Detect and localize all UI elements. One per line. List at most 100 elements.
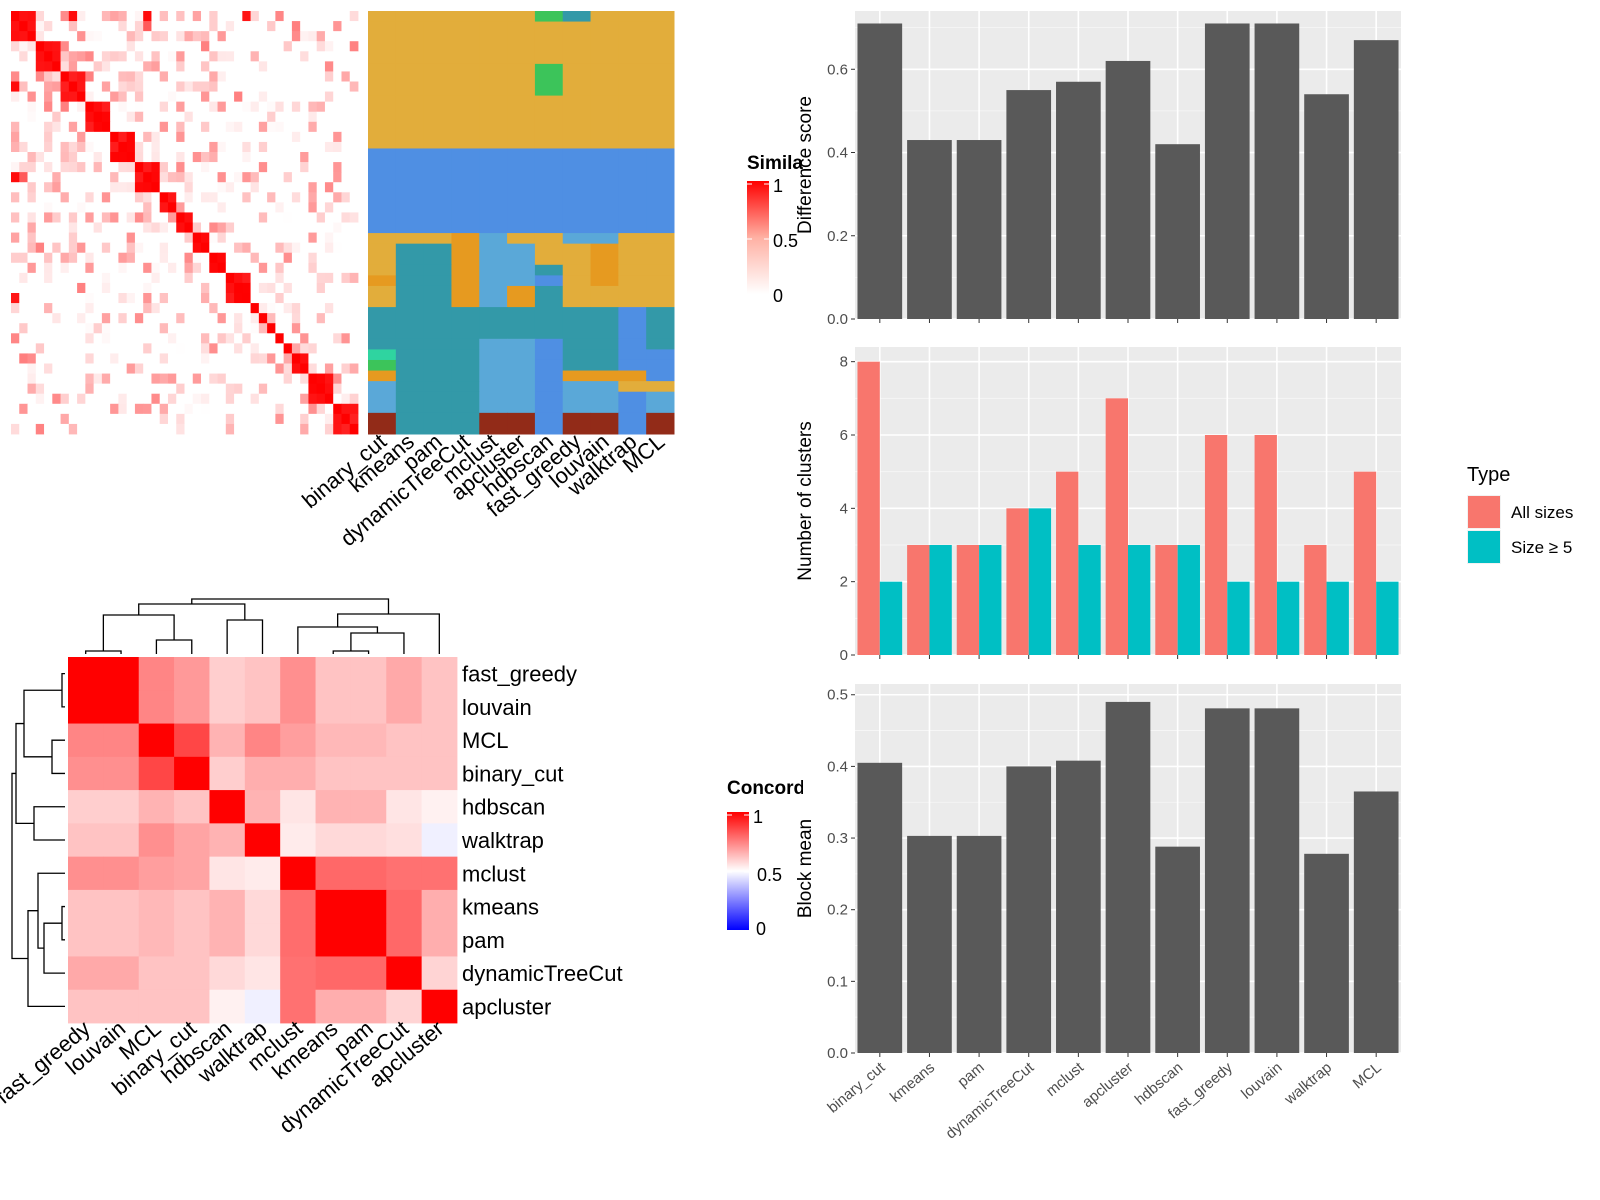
similarity-cell bbox=[19, 31, 28, 42]
similarity-cell bbox=[85, 111, 95, 123]
similarity-cell bbox=[77, 222, 86, 233]
similarity-cell bbox=[275, 41, 285, 52]
similarity-cell bbox=[134, 212, 144, 223]
similarity-cell bbox=[167, 242, 177, 254]
similarity-cell bbox=[258, 11, 268, 22]
similarity-cell bbox=[93, 101, 103, 113]
similarity-cell bbox=[134, 121, 144, 133]
similarity-cell bbox=[44, 343, 53, 354]
y-tick-label: 8 bbox=[840, 354, 848, 371]
similarity-cell bbox=[143, 393, 152, 405]
similarity-cell bbox=[19, 141, 28, 153]
similarity-cell bbox=[201, 51, 210, 62]
similarity-cell bbox=[349, 333, 359, 344]
similarity-cell bbox=[250, 313, 260, 324]
similarity-cell bbox=[27, 202, 37, 213]
concordance-cell bbox=[350, 790, 387, 824]
similarity-cell bbox=[209, 182, 218, 193]
similarity-cell bbox=[110, 222, 119, 233]
cluster-label-cell bbox=[451, 95, 480, 149]
concordance-row-label: MCL bbox=[462, 728, 508, 753]
similarity-cell bbox=[275, 373, 285, 385]
similarity-cell bbox=[77, 343, 86, 354]
similarity-cell bbox=[101, 333, 111, 344]
y-tick-label: 0.4 bbox=[827, 758, 848, 775]
bar bbox=[956, 140, 1002, 319]
similarity-cell bbox=[176, 403, 185, 415]
similarity-cell bbox=[151, 423, 161, 435]
similarity-cell bbox=[176, 343, 185, 354]
similarity-cell bbox=[192, 111, 202, 123]
cluster-label-cell bbox=[451, 21, 480, 65]
similarity-cell bbox=[250, 423, 260, 435]
similarity-cell bbox=[333, 202, 342, 213]
similarity-cell bbox=[68, 383, 78, 395]
cluster-label-cell bbox=[534, 412, 564, 435]
cluster-label-cell bbox=[646, 338, 675, 350]
similarity-cell bbox=[143, 101, 152, 113]
similarity-cell bbox=[85, 212, 95, 223]
cluster-label-cell bbox=[618, 391, 647, 414]
similarity-cell bbox=[11, 282, 20, 294]
similarity-cell bbox=[44, 252, 53, 264]
cluster-label-cell bbox=[590, 95, 619, 149]
cluster-label-cell bbox=[368, 370, 397, 382]
similarity-cell bbox=[283, 343, 293, 354]
similarity-cell bbox=[68, 252, 78, 264]
similarity-cell bbox=[341, 333, 351, 344]
similarity-cell bbox=[101, 252, 111, 264]
similarity-cell bbox=[77, 393, 86, 405]
similarity-cell bbox=[333, 41, 342, 52]
concordance-cell bbox=[350, 657, 387, 691]
similarity-cell bbox=[275, 323, 285, 334]
cluster-label-cell bbox=[507, 275, 536, 287]
similarity-cell bbox=[126, 111, 136, 123]
similarity-cell bbox=[126, 383, 136, 395]
similarity-cell bbox=[110, 303, 119, 314]
similarity-cell bbox=[242, 212, 251, 223]
similarity-cell bbox=[209, 383, 218, 395]
similarity-cell bbox=[283, 353, 293, 364]
similarity-cell bbox=[167, 121, 177, 133]
similarity-cell bbox=[77, 423, 86, 435]
similarity-cell bbox=[341, 192, 351, 203]
similarity-cell bbox=[324, 101, 334, 113]
similarity-cell bbox=[126, 192, 136, 203]
similarity-cell bbox=[250, 172, 260, 183]
concordance-cell bbox=[138, 657, 175, 691]
similarity-cell bbox=[201, 152, 210, 163]
similarity-cell bbox=[291, 252, 301, 264]
similarity-cell bbox=[85, 162, 95, 173]
similarity-cell bbox=[110, 61, 119, 72]
similarity-cell bbox=[184, 81, 194, 92]
similarity-cell bbox=[217, 363, 227, 374]
similarity-cell bbox=[242, 323, 251, 334]
similarity-cell bbox=[324, 413, 334, 425]
similarity-cell bbox=[126, 172, 136, 183]
similarity-cell bbox=[11, 152, 20, 163]
similarity-cell bbox=[118, 51, 128, 62]
similarity-cell bbox=[300, 11, 309, 22]
cluster-label-cell bbox=[646, 148, 675, 234]
similarity-cell bbox=[151, 353, 161, 364]
similarity-cell bbox=[316, 413, 326, 425]
similarity-cell bbox=[308, 101, 318, 113]
similarity-cell bbox=[126, 413, 136, 425]
similarity-cell bbox=[267, 222, 276, 233]
similarity-cell bbox=[242, 11, 251, 22]
similarity-cell bbox=[143, 333, 152, 344]
similarity-cell bbox=[85, 293, 95, 304]
similarity-cell bbox=[134, 232, 144, 244]
similarity-cell bbox=[52, 71, 61, 82]
similarity-cell bbox=[176, 91, 185, 103]
similarity-cell bbox=[101, 222, 111, 233]
similarity-cell bbox=[77, 323, 86, 334]
similarity-cell bbox=[85, 121, 95, 133]
similarity-cell bbox=[217, 303, 227, 314]
similarity-cell bbox=[316, 41, 326, 52]
similarity-cell bbox=[341, 162, 351, 173]
similarity-cell bbox=[267, 162, 276, 173]
size-ge5-swatch bbox=[1468, 531, 1500, 563]
similarity-cell bbox=[110, 373, 119, 385]
similarity-cell bbox=[250, 293, 260, 304]
